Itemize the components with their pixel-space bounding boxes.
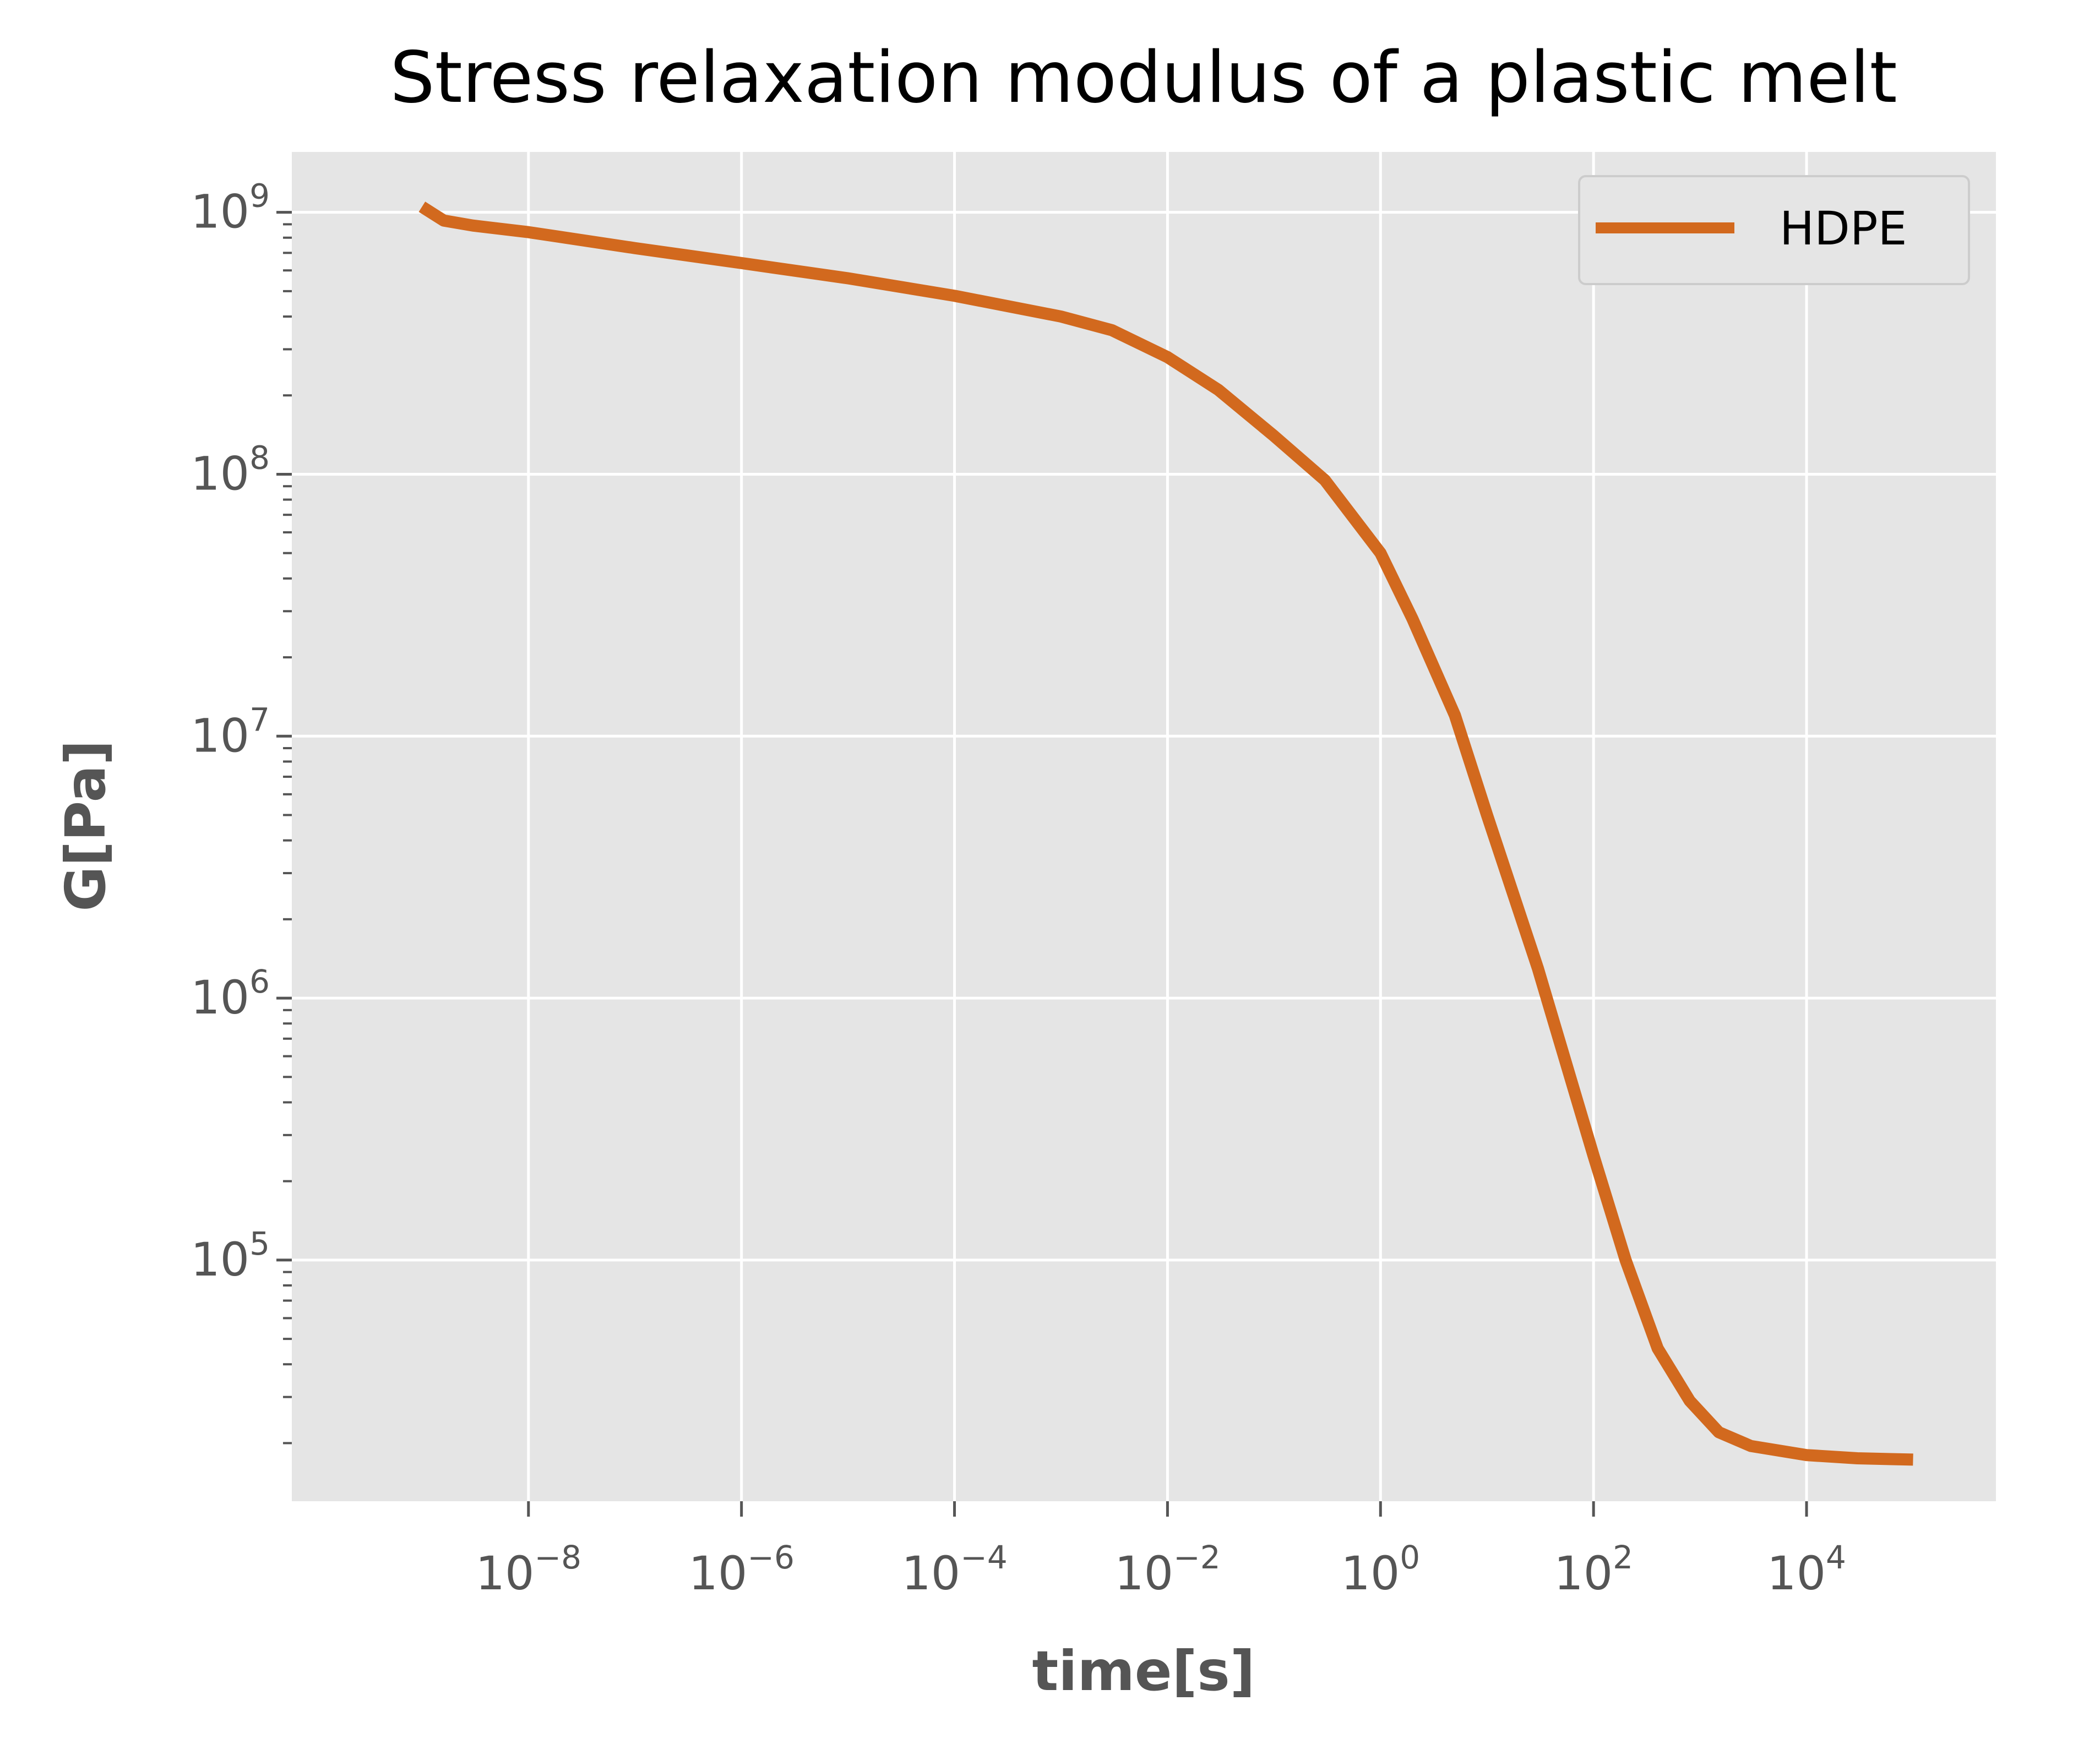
x-tick-exponent: 2	[1613, 1539, 1633, 1576]
y-tick-label: 109	[191, 177, 270, 239]
x-tick-label: 10−8	[476, 1539, 581, 1600]
x-tick-exponent: 4	[1826, 1539, 1846, 1576]
x-tick-base: 10	[1554, 1546, 1613, 1600]
y-tick-label: 105	[191, 1225, 270, 1287]
x-tick-exponent: −8	[534, 1539, 581, 1576]
y-tick-base: 10	[191, 446, 249, 500]
y-tick-label: 107	[191, 701, 270, 762]
y-axis-label: G[Pa]	[53, 740, 118, 912]
y-tick-exponent: 7	[249, 701, 270, 738]
x-tick-exponent: −6	[747, 1539, 795, 1576]
x-tick-label: 102	[1554, 1539, 1633, 1600]
series-group	[418, 201, 1913, 1466]
y-tick-label: 106	[191, 963, 270, 1024]
y-tick-exponent: 5	[249, 1225, 270, 1262]
x-tick-base: 10	[688, 1546, 747, 1600]
x-tick-labels: 10−8 10−6 10−4 10−2 100 102 104	[476, 1539, 1846, 1600]
series-line-hdpe	[418, 201, 1913, 1466]
chart-title: Stress relaxation modulus of a plastic m…	[390, 37, 1897, 119]
y-tick-base: 10	[191, 1233, 249, 1287]
legend-box	[1578, 175, 1970, 285]
y-tick-base: 10	[191, 708, 249, 762]
y-tick-exponent: 6	[249, 963, 270, 1000]
axis-ticks	[276, 211, 1808, 1517]
legend-label-hdpe: HDPE	[1780, 201, 1907, 255]
plot-area	[292, 152, 1996, 1501]
y-tick-exponent: 8	[249, 439, 270, 476]
y-tick-label: 108	[191, 439, 270, 500]
y-tick-base: 10	[191, 971, 249, 1024]
grid-lines	[292, 152, 1996, 1501]
y-tick-base: 10	[191, 185, 249, 239]
x-tick-label: 10−2	[1114, 1539, 1220, 1600]
x-tick-base: 10	[1767, 1546, 1826, 1600]
x-tick-exponent: 0	[1400, 1539, 1420, 1576]
x-tick-exponent: −4	[960, 1539, 1008, 1576]
x-tick-base: 10	[1341, 1546, 1400, 1600]
x-axis-label: time[s]	[1032, 1639, 1255, 1703]
x-tick-label: 104	[1767, 1539, 1846, 1600]
x-tick-base: 10	[1114, 1546, 1173, 1600]
legend: HDPE	[1578, 175, 1970, 285]
x-tick-exponent: −2	[1173, 1539, 1221, 1576]
x-tick-label: 10−6	[688, 1539, 794, 1600]
x-tick-base: 10	[476, 1546, 535, 1600]
x-tick-label: 10−4	[901, 1539, 1007, 1600]
x-tick-base: 10	[901, 1546, 960, 1600]
x-tick-label: 100	[1341, 1539, 1420, 1600]
y-tick-exponent: 9	[249, 177, 270, 215]
